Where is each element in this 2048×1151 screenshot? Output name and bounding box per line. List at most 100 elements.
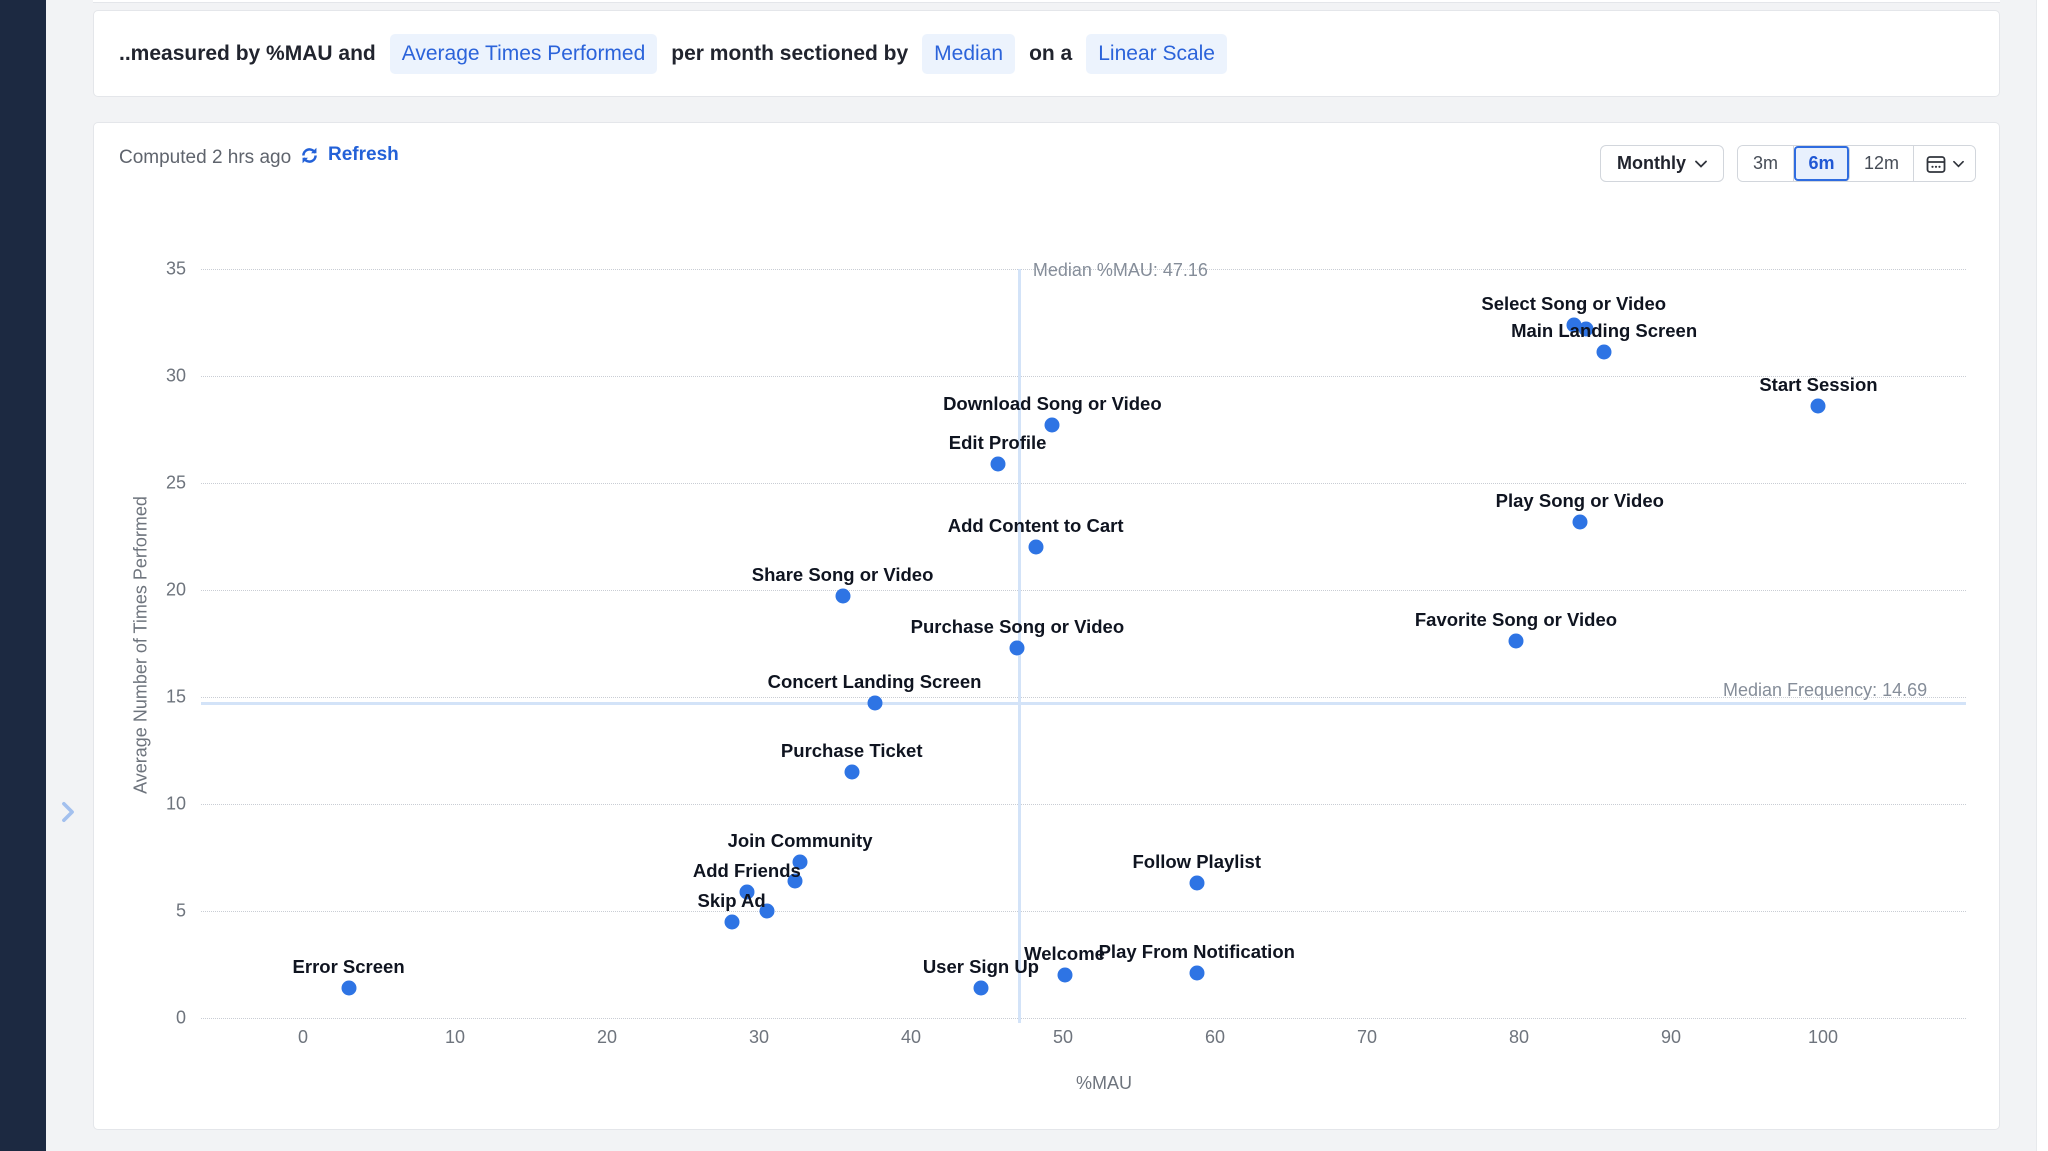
interval-dropdown[interactable]: Monthly — [1599, 145, 1724, 182]
y-tick-label: 0 — [175, 1007, 186, 1028]
data-point[interactable] — [1189, 965, 1205, 981]
gridline-y-10 — [201, 804, 1966, 805]
gridline-y-25 — [201, 483, 1966, 484]
x-tick-label: 60 — [1204, 1027, 1226, 1047]
median-y-line — [201, 702, 1966, 706]
data-point-label: Error Screen — [292, 956, 405, 978]
data-point[interactable] — [867, 695, 883, 711]
x-tick-label: 40 — [900, 1027, 922, 1047]
median-x-label: Median %MAU: 47.16 — [1032, 260, 1208, 280]
data-point-label: Select Song or Video — [1481, 292, 1667, 314]
x-tick-label: 70 — [1356, 1027, 1378, 1047]
data-point[interactable] — [1057, 967, 1073, 983]
chevron-right-icon — [61, 801, 75, 826]
nav-sidebar — [0, 0, 46, 1151]
data-point[interactable] — [739, 884, 755, 900]
sentence-text-1: ..measured by %MAU and — [119, 41, 376, 65]
data-point-label: Add Content to Cart — [947, 515, 1124, 537]
x-tick-label: 90 — [1660, 1027, 1682, 1047]
y-tick-label: 20 — [165, 579, 186, 600]
scale-selector-pill[interactable]: Linear Scale — [1086, 33, 1227, 74]
data-point-label: Follow Playlist — [1132, 851, 1262, 873]
y-axis-title: Average Number of Times Performed — [130, 496, 151, 794]
data-point-label: Join Community — [727, 829, 873, 851]
refresh-button[interactable]: Refresh — [299, 144, 399, 166]
range-12m-button[interactable]: 12m — [1849, 146, 1914, 181]
computed-timestamp: Computed 2 hrs ago — [119, 147, 292, 168]
data-point[interactable] — [1566, 317, 1582, 333]
range-3m-button[interactable]: 3m — [1737, 146, 1794, 181]
chart-card: Computed 2 hrs ago Refresh Monthly 3m 6m… — [93, 122, 2000, 1130]
data-point[interactable] — [787, 873, 803, 889]
data-point[interactable] — [1508, 633, 1524, 649]
data-point-label: Favorite Song or Video — [1414, 609, 1618, 631]
data-point[interactable] — [759, 903, 775, 919]
data-point[interactable] — [341, 980, 357, 996]
data-point[interactable] — [1009, 640, 1025, 656]
chart-plot-layer: 0 5 10 15 20 25 30 35 0 10 20 30 40 50 60 70 80 90 100 %MAU… — [94, 123, 1999, 1129]
gridline-y-15 — [201, 697, 1966, 698]
data-point[interactable] — [1044, 417, 1060, 433]
gridline-y-5 — [201, 911, 1966, 912]
data-point-label: Download Song or Video — [943, 393, 1162, 415]
data-point[interactable] — [1572, 514, 1588, 530]
section-selector-pill[interactable]: Median — [922, 33, 1016, 74]
right-edge-panel — [2036, 0, 2048, 1151]
y-tick-label: 10 — [165, 793, 186, 814]
data-point-label: Purchase Ticket — [780, 739, 923, 761]
gridline-y-30 — [201, 376, 1966, 377]
x-tick-label: 80 — [1508, 1027, 1530, 1047]
x-tick-label: 10 — [444, 1027, 466, 1047]
chevron-down-icon — [1953, 160, 1964, 168]
range-6m-button[interactable]: 6m — [1793, 146, 1850, 181]
data-point-label: User Sign Up — [922, 956, 1039, 978]
x-tick-label: 100 — [1807, 1027, 1839, 1047]
data-point-label: Start Session — [1759, 373, 1878, 395]
data-point[interactable] — [973, 980, 989, 996]
expand-panel-button[interactable] — [54, 798, 82, 828]
data-point-label: Skip Ad — [697, 889, 766, 911]
refresh-label: Refresh — [328, 144, 399, 165]
data-point[interactable] — [835, 588, 851, 604]
definition-bar: ..measured by %MAU and Average Times Per… — [93, 10, 2000, 97]
range-segmented-control: 3m 6m 12m — [1736, 145, 1976, 182]
sentence-text-2: per month sectioned by — [671, 41, 909, 65]
x-axis-title: %MAU — [1075, 1073, 1133, 1093]
data-point-label: Edit Profile — [948, 431, 1047, 453]
x-tick-label: 0 — [297, 1027, 309, 1047]
interval-label: Monthly — [1616, 153, 1686, 173]
data-point[interactable] — [1578, 321, 1594, 337]
data-point-label: Share Song or Video — [751, 564, 934, 586]
custom-date-range-button[interactable] — [1914, 146, 1975, 181]
data-point[interactable] — [1596, 344, 1612, 360]
data-point[interactable] — [724, 914, 740, 930]
refresh-icon — [299, 145, 320, 166]
y-tick-label: 35 — [165, 258, 186, 279]
data-point[interactable] — [1810, 398, 1826, 414]
data-point-label: Concert Landing Screen — [767, 671, 982, 693]
data-point-label: Welcome — [1024, 943, 1105, 965]
data-point-label: Add Friends — [692, 859, 801, 881]
y-tick-label: 30 — [165, 365, 186, 386]
data-point-label: Purchase Song or Video — [910, 615, 1125, 637]
data-point-label: Play Song or Video — [1495, 489, 1664, 511]
y-tick-label: 15 — [165, 686, 186, 707]
data-point-label: Play From Notification — [1098, 941, 1295, 963]
previous-card-edge — [93, 0, 2000, 3]
sentence-text-3: on a — [1029, 41, 1073, 65]
gridline-y-35 — [201, 269, 1966, 270]
time-controls: Monthly 3m 6m 12m — [1599, 145, 1976, 182]
median-y-label: Median Frequency: 14.69 — [1723, 679, 1928, 700]
data-point[interactable] — [844, 764, 860, 780]
metric-selector-pill[interactable]: Average Times Performed — [389, 33, 658, 74]
x-tick-label: 50 — [1052, 1027, 1074, 1047]
y-tick-label: 25 — [165, 472, 186, 493]
chevron-down-icon — [1695, 160, 1707, 168]
data-point[interactable] — [990, 456, 1006, 472]
data-point[interactable] — [792, 854, 808, 870]
data-point[interactable] — [1189, 875, 1205, 891]
data-point-label: Main Landing Screen — [1511, 320, 1698, 342]
x-tick-label: 20 — [596, 1027, 618, 1047]
data-point[interactable] — [1028, 539, 1044, 555]
gridline-y-20 — [201, 590, 1966, 591]
